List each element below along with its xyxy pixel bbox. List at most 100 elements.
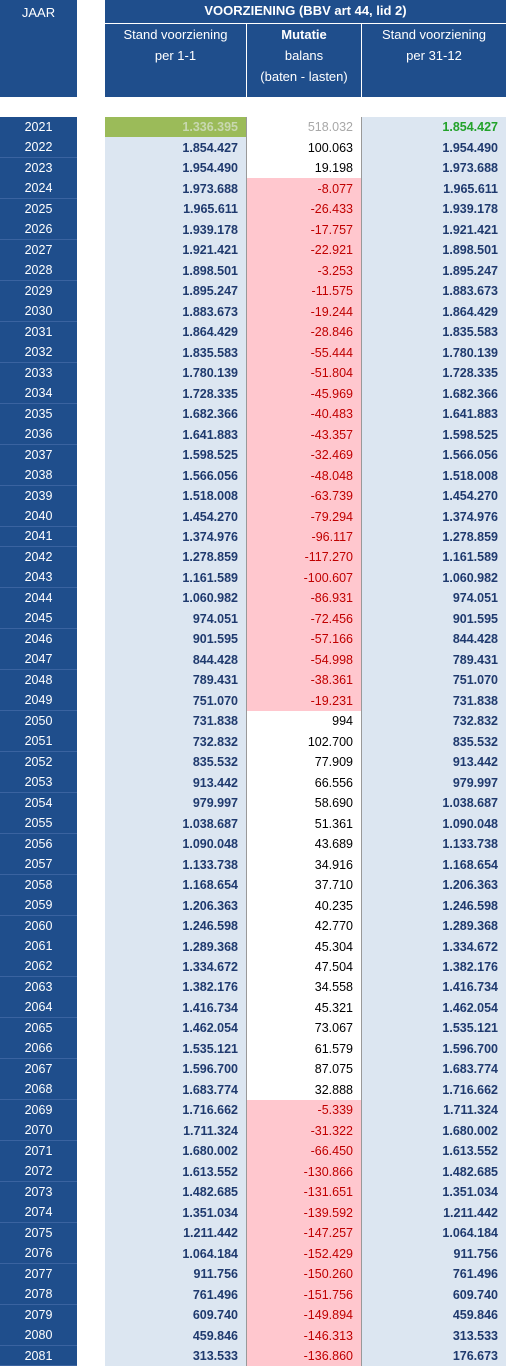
opening-balance: 844.428 bbox=[105, 649, 246, 671]
opening-balance: 1.090.048 bbox=[105, 833, 246, 855]
opening-balance: 1.596.700 bbox=[105, 1058, 246, 1080]
mutation: -26.433 bbox=[246, 198, 362, 220]
opening-balance: 1.835.583 bbox=[105, 342, 246, 364]
mutation: -43.357 bbox=[246, 424, 362, 446]
year-cell: 2077 bbox=[0, 1263, 77, 1285]
closing-balance: 913.442 bbox=[362, 751, 506, 773]
year-cell: 2076 bbox=[0, 1243, 77, 1265]
mutation: -117.270 bbox=[246, 546, 362, 568]
closing-balance: 1.641.883 bbox=[362, 403, 506, 425]
mutation: -19.231 bbox=[246, 690, 362, 712]
opening-balance: 1.954.490 bbox=[105, 157, 246, 179]
opening-balance: 1.566.056 bbox=[105, 465, 246, 487]
opening-balance: 1.898.501 bbox=[105, 260, 246, 282]
closing-balance: 731.838 bbox=[362, 690, 506, 712]
year-cell: 2061 bbox=[0, 936, 77, 957]
year-cell: 2065 bbox=[0, 1017, 77, 1039]
closing-balance: 459.846 bbox=[362, 1304, 506, 1326]
opening-balance: 1.939.178 bbox=[105, 219, 246, 241]
mutation: 45.321 bbox=[246, 997, 362, 1019]
mutation: 37.710 bbox=[246, 874, 362, 896]
closing-balance: 1.613.552 bbox=[362, 1140, 506, 1162]
closing-balance: 1.954.490 bbox=[362, 137, 506, 159]
opening-balance: 1.518.008 bbox=[105, 485, 246, 507]
column-header-line: Stand voorziening bbox=[381, 27, 487, 42]
year-cell: 2081 bbox=[0, 1345, 77, 1366]
year-cell: 2046 bbox=[0, 628, 77, 650]
closing-balance: 1.535.121 bbox=[362, 1017, 506, 1039]
year-cell: 2044 bbox=[0, 587, 77, 609]
closing-balance: 1.716.662 bbox=[362, 1079, 506, 1101]
mutation: -38.361 bbox=[246, 669, 362, 691]
mutation: -139.592 bbox=[246, 1202, 362, 1224]
opening-balance: 1.535.121 bbox=[105, 1038, 246, 1060]
closing-balance: 1.206.363 bbox=[362, 874, 506, 896]
opening-balance: 459.846 bbox=[105, 1325, 246, 1347]
year-cell: 2029 bbox=[0, 280, 77, 302]
mutation: -8.077 bbox=[246, 178, 362, 200]
closing-balance: 1.060.982 bbox=[362, 567, 506, 589]
opening-balance: 1.206.363 bbox=[105, 895, 246, 917]
mutation: 73.067 bbox=[246, 1017, 362, 1039]
column-header: Stand voorziening per 31-12 bbox=[362, 24, 506, 97]
opening-balance: 1.883.673 bbox=[105, 301, 246, 323]
opening-balance: 1.133.738 bbox=[105, 854, 246, 876]
column-header-line: Mutatie bbox=[281, 27, 327, 42]
opening-balance: 1.382.176 bbox=[105, 976, 246, 998]
opening-balance: 1.336.395 bbox=[105, 117, 246, 138]
opening-balance: 1.060.982 bbox=[105, 587, 246, 609]
mutation: -31.322 bbox=[246, 1120, 362, 1142]
mutation: -147.257 bbox=[246, 1222, 362, 1244]
year-cell: 2075 bbox=[0, 1222, 77, 1244]
closing-balance: 1.683.774 bbox=[362, 1058, 506, 1080]
year-cell: 2067 bbox=[0, 1058, 77, 1080]
mutation: -45.969 bbox=[246, 383, 362, 405]
year-cell: 2059 bbox=[0, 895, 77, 917]
mutation: -86.931 bbox=[246, 587, 362, 609]
opening-balance: 1.864.429 bbox=[105, 321, 246, 343]
mutation: -152.429 bbox=[246, 1243, 362, 1265]
mutation: -5.339 bbox=[246, 1099, 362, 1121]
year-cell: 2039 bbox=[0, 485, 77, 507]
year-cell: 2040 bbox=[0, 506, 77, 527]
year-cell: 2035 bbox=[0, 403, 77, 425]
mutation: 45.304 bbox=[246, 936, 362, 957]
mutation: 43.689 bbox=[246, 833, 362, 855]
closing-balance: 609.740 bbox=[362, 1284, 506, 1306]
closing-balance: 1.211.442 bbox=[362, 1202, 506, 1224]
closing-balance: 1.596.700 bbox=[362, 1038, 506, 1060]
closing-balance: 974.051 bbox=[362, 587, 506, 609]
year-cell: 2078 bbox=[0, 1284, 77, 1306]
mutation: 61.579 bbox=[246, 1038, 362, 1060]
opening-balance: 1.374.976 bbox=[105, 526, 246, 548]
opening-balance: 1.965.611 bbox=[105, 198, 246, 220]
opening-balance: 1.780.139 bbox=[105, 362, 246, 384]
year-cell: 2036 bbox=[0, 424, 77, 446]
closing-balance: 1.090.048 bbox=[362, 813, 506, 835]
year-cell: 2023 bbox=[0, 157, 77, 179]
year-cell: 2070 bbox=[0, 1120, 77, 1142]
closing-balance: 1.711.324 bbox=[362, 1099, 506, 1121]
mutation: -149.894 bbox=[246, 1304, 362, 1326]
mutation: -79.294 bbox=[246, 506, 362, 527]
year-cell: 2021 bbox=[0, 117, 77, 138]
table-title: VOORZIENING (BBV art 44, lid 2) bbox=[105, 0, 506, 24]
opening-balance: 1.716.662 bbox=[105, 1099, 246, 1121]
opening-balance: 1.482.685 bbox=[105, 1181, 246, 1203]
closing-balance: 1.965.611 bbox=[362, 178, 506, 200]
opening-balance: 1.211.442 bbox=[105, 1222, 246, 1244]
mutation: 66.556 bbox=[246, 772, 362, 794]
year-cell: 2080 bbox=[0, 1325, 77, 1347]
opening-balance: 1.598.525 bbox=[105, 444, 246, 466]
closing-balance: 1.351.034 bbox=[362, 1181, 506, 1203]
closing-balance: 835.532 bbox=[362, 731, 506, 753]
mutation: -19.244 bbox=[246, 301, 362, 323]
year-cell: 2056 bbox=[0, 833, 77, 855]
closing-balance: 1.883.673 bbox=[362, 280, 506, 302]
closing-balance: 1.939.178 bbox=[362, 198, 506, 220]
opening-balance: 313.533 bbox=[105, 1345, 246, 1366]
year-cell: 2033 bbox=[0, 362, 77, 384]
opening-balance: 751.070 bbox=[105, 690, 246, 712]
mutation: 994 bbox=[246, 710, 362, 732]
